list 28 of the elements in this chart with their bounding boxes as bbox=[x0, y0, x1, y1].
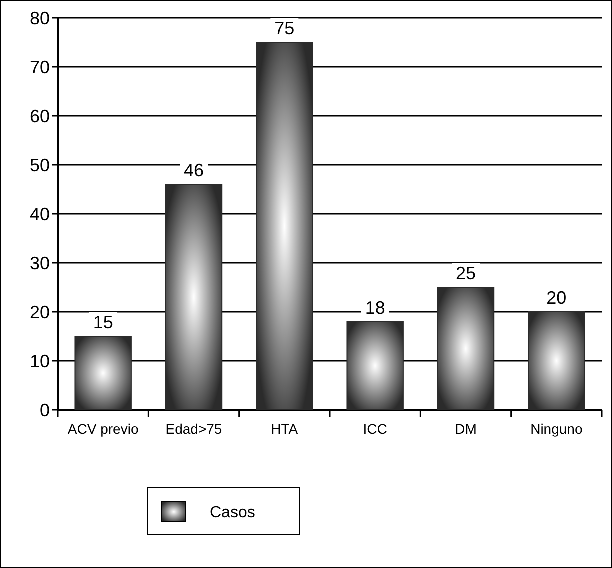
data-label: 46 bbox=[184, 160, 204, 181]
y-tick-label: 20 bbox=[30, 302, 50, 322]
y-tick-label: 70 bbox=[30, 57, 50, 78]
legend-label: Casos bbox=[210, 504, 256, 522]
x-tick-label: Edad>75 bbox=[166, 421, 222, 437]
y-tick-label: 80 bbox=[30, 8, 50, 28]
bar bbox=[165, 184, 223, 410]
x-tick-label: HTA bbox=[271, 421, 299, 437]
x-tick-label: ICC bbox=[363, 421, 388, 437]
data-label: 18 bbox=[365, 298, 386, 318]
y-tick-label: 40 bbox=[30, 204, 50, 224]
x-tick-label: Ninguno bbox=[530, 421, 583, 437]
data-label: 15 bbox=[93, 312, 114, 332]
bar bbox=[528, 312, 586, 410]
y-tick-label: 10 bbox=[30, 351, 50, 372]
data-label: 75 bbox=[274, 18, 295, 38]
bar bbox=[346, 321, 404, 410]
y-tick-label: 0 bbox=[40, 400, 50, 420]
y-tick-label: 30 bbox=[30, 253, 50, 274]
data-label: 20 bbox=[546, 288, 567, 308]
y-tick-label: 50 bbox=[30, 155, 50, 176]
bar bbox=[437, 287, 495, 410]
x-tick-label: ACV previo bbox=[68, 421, 139, 437]
bar bbox=[74, 336, 132, 410]
data-label: 25 bbox=[456, 264, 476, 284]
x-tick-label: DM bbox=[455, 421, 477, 437]
bar bbox=[256, 42, 314, 410]
y-tick-label: 60 bbox=[30, 106, 50, 126]
